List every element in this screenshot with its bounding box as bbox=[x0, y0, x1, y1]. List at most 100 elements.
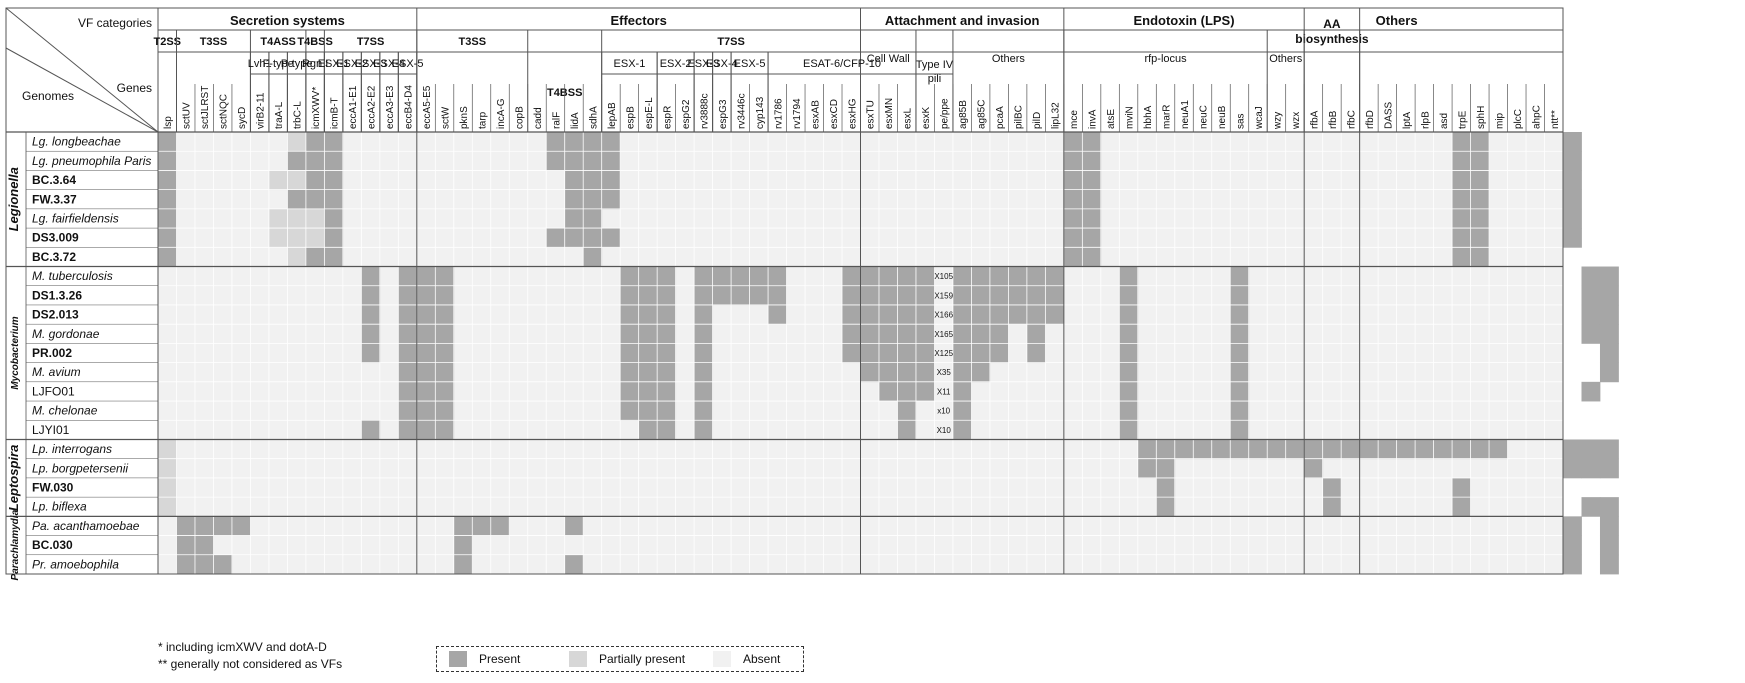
cell-sphH-r5 bbox=[1470, 228, 1490, 248]
subcategory-label: T2SS bbox=[153, 36, 181, 48]
cell-espR-r9 bbox=[657, 304, 677, 325]
cell-incA-G-r20 bbox=[490, 516, 510, 536]
cell-sycD-r20 bbox=[231, 516, 251, 536]
cell-sas-r13 bbox=[1230, 381, 1250, 402]
cell-mce-r2 bbox=[1063, 170, 1083, 191]
cell-sdhA-r2 bbox=[583, 170, 603, 191]
cell-mviN-r9 bbox=[1119, 304, 1139, 325]
corner-label-genomes: Genomes bbox=[22, 89, 74, 103]
cell-marR-r18 bbox=[1156, 477, 1176, 498]
cell-undefined-r16 bbox=[1563, 439, 1582, 460]
cell-trbC-L-r5 bbox=[287, 228, 307, 248]
cell-ag85B-r13 bbox=[952, 381, 972, 402]
cell-rv3446c-r7 bbox=[731, 266, 750, 287]
gene-label-wzy: wzy bbox=[1272, 112, 1283, 130]
group-label: Legionella bbox=[6, 167, 21, 231]
cell-rfbA-r17 bbox=[1304, 458, 1324, 479]
cell-sctW-r11 bbox=[435, 343, 455, 364]
cell-espE-L-r9 bbox=[638, 304, 658, 325]
cell-trbC-L-r2 bbox=[287, 170, 307, 191]
cell-esxMN-r13 bbox=[878, 381, 898, 402]
cell-ag85B-r14 bbox=[952, 401, 972, 421]
cell-rfbB-r18 bbox=[1322, 477, 1342, 498]
gene-label-pknS: pknS bbox=[459, 106, 470, 129]
cell-hbhA-r17 bbox=[1137, 458, 1157, 479]
cell-rfbB-r19 bbox=[1322, 497, 1342, 517]
cell-eccA5-E5-r11 bbox=[416, 343, 436, 364]
cell-esxL-r13 bbox=[897, 381, 917, 402]
cell-esxK-r9 bbox=[915, 304, 935, 325]
cell-sas-r7 bbox=[1230, 266, 1250, 287]
genome-label: Pa. acanthamoebae bbox=[32, 519, 140, 533]
corner-label-genes: Genes bbox=[117, 81, 152, 95]
cell-ag85C-r10 bbox=[971, 324, 991, 344]
cell-pknS-r22 bbox=[453, 554, 473, 575]
gene-label-lsp: lsp bbox=[163, 116, 174, 129]
cell-lidA-r1 bbox=[564, 151, 584, 171]
cell-esxK-r10 bbox=[915, 324, 935, 344]
cell-undefined-r17 bbox=[1581, 458, 1601, 479]
gene-label-rfbA: rfbA bbox=[1309, 110, 1320, 129]
cell-esxTU-r12 bbox=[860, 362, 880, 383]
genome-label: DS3.009 bbox=[32, 231, 79, 245]
cell-lsp-r18 bbox=[158, 477, 177, 498]
cell-lepAB-r1 bbox=[601, 151, 621, 171]
system-label: ESX-1 bbox=[318, 58, 350, 70]
cell-ag85B-r11 bbox=[952, 343, 972, 364]
cell-espB-r10 bbox=[620, 324, 640, 344]
cell-invA-r5 bbox=[1082, 228, 1102, 248]
cell-esxK-r13 bbox=[915, 381, 935, 402]
cell-icmXWV*-r4 bbox=[305, 208, 325, 229]
cell-ag85B-r8 bbox=[952, 285, 972, 306]
gene-label-esxAB: esxAB bbox=[810, 100, 821, 129]
system-label: ESX-2 bbox=[336, 58, 368, 70]
gene-label-espE-L: espE-L bbox=[644, 97, 655, 129]
cell-lipL32-r8 bbox=[1045, 285, 1065, 306]
cell-ag85C-r8 bbox=[971, 285, 991, 306]
cell-tarp-r20 bbox=[472, 516, 492, 536]
gene-label-sycD: sycD bbox=[237, 107, 248, 129]
subcategory-label: pili bbox=[928, 73, 941, 85]
category-label: Effectors bbox=[610, 13, 666, 28]
genome-label: PR.002 bbox=[32, 346, 72, 360]
system-label: ESX-3 bbox=[687, 58, 719, 70]
cell-espR-r8 bbox=[657, 285, 677, 306]
category-label: Others bbox=[1376, 13, 1418, 28]
cell-invA-r2 bbox=[1082, 170, 1102, 191]
cell-espR-r15 bbox=[657, 420, 677, 440]
gene-label-esxL: esxL bbox=[903, 107, 914, 129]
cell-rv3446c-r8 bbox=[731, 285, 750, 306]
gene-label-tarp: tarp bbox=[478, 111, 489, 129]
cell-esxK-r12 bbox=[915, 362, 935, 383]
cell-trpE-r3 bbox=[1452, 189, 1471, 210]
pe-ppe-count: X166 bbox=[934, 311, 953, 320]
cell-pilBC-r9 bbox=[1008, 304, 1028, 325]
gene-label-atsE: atsE bbox=[1106, 109, 1117, 129]
cell-sas-r11 bbox=[1230, 343, 1250, 364]
pe-ppe-count: X10 bbox=[937, 426, 952, 435]
genome-label: FW.030 bbox=[32, 481, 74, 495]
cell-sctNQC-r22 bbox=[213, 554, 233, 575]
gene-label-cyp143: cyp143 bbox=[755, 96, 766, 129]
cell-sctW-r15 bbox=[435, 420, 455, 440]
gene-label-rv3888c: rv3888c bbox=[699, 93, 710, 129]
cell-eccA5-E5-r7 bbox=[416, 266, 436, 287]
cell-eccA5-E5-r15 bbox=[416, 420, 436, 440]
cell-marR-r19 bbox=[1156, 497, 1176, 517]
cell-sphH-r0 bbox=[1470, 132, 1490, 152]
cell-eccA2-E2-r11 bbox=[361, 343, 381, 364]
cell-rfbD-r16 bbox=[1359, 439, 1379, 460]
cell-ag85C-r9 bbox=[971, 304, 991, 325]
cell-lsp-r3 bbox=[158, 189, 177, 210]
cell-lipL32-r9 bbox=[1045, 304, 1065, 325]
gene-label-pilD: pilD bbox=[1032, 112, 1043, 129]
subcategory-label: Cell Wall bbox=[867, 53, 910, 65]
gene-label-eccB4-D4: eccB4-D4 bbox=[404, 85, 415, 129]
cell-lptA-r16 bbox=[1396, 439, 1416, 460]
cell-lidA-r0 bbox=[564, 132, 584, 152]
gene-label-rv3446c: rv3446c bbox=[736, 93, 747, 129]
cell-undefined-r20 bbox=[1599, 516, 1619, 536]
cell-eccB4-D4-r8 bbox=[398, 285, 418, 306]
genome-label: LJYI01 bbox=[32, 423, 70, 437]
cell-trbC-L-r4 bbox=[287, 208, 307, 229]
